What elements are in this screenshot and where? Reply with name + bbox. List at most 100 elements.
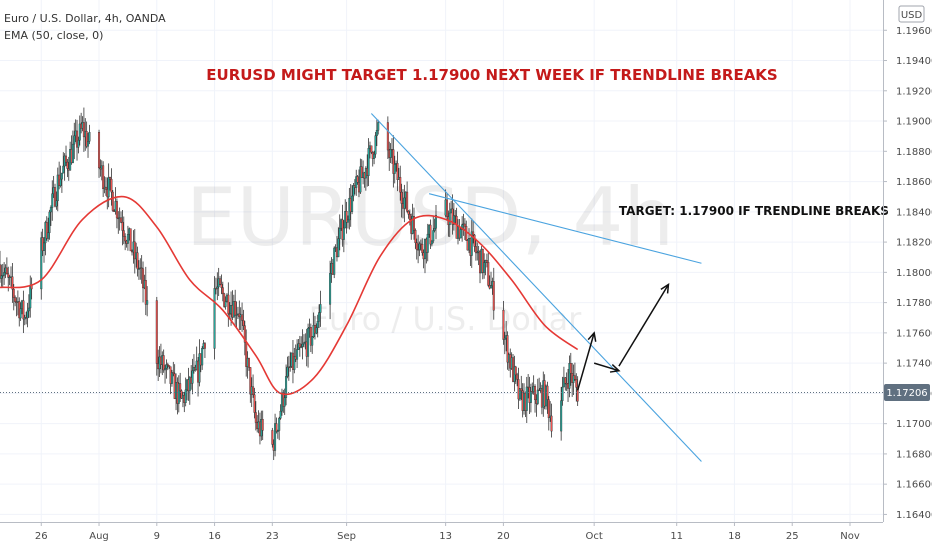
candle — [188, 375, 191, 405]
candle — [51, 180, 54, 221]
price-tick-label: 1.18000 — [896, 268, 932, 279]
time-tick-label: Aug — [89, 531, 109, 542]
candle-body — [506, 335, 509, 363]
candle — [235, 301, 238, 328]
candle — [377, 119, 380, 135]
candle — [45, 216, 48, 241]
candle — [309, 323, 312, 353]
candle-body — [473, 234, 476, 247]
candle — [352, 183, 355, 202]
candle — [430, 240, 433, 247]
candle — [429, 219, 432, 249]
candle-body — [14, 297, 17, 302]
candle — [180, 389, 183, 399]
candle — [346, 215, 349, 229]
candle-body — [392, 149, 395, 174]
candle — [307, 323, 310, 368]
projection-arrows[interactable] — [576, 282, 670, 391]
candle-body — [142, 268, 145, 289]
candle-body — [227, 294, 230, 314]
candle-body — [0, 264, 2, 279]
price-tick-label: 1.17400 — [896, 359, 932, 370]
candle — [115, 198, 118, 229]
candle — [399, 165, 402, 201]
candle — [122, 216, 125, 245]
candle-body — [300, 346, 303, 348]
candle — [162, 349, 165, 373]
candle-body — [0, 275, 3, 279]
candle-body — [166, 364, 169, 366]
candle — [492, 267, 495, 320]
candle-body — [386, 122, 389, 151]
candle — [109, 176, 112, 191]
candle-body — [487, 262, 490, 286]
candle — [518, 388, 521, 402]
candle — [243, 320, 246, 356]
candle — [144, 266, 147, 316]
arrow-shaft — [593, 362, 620, 372]
time-axis[interactable]: 26 Aug 9 16 23 Sep 13 20 Oct 11 18 25 Nov — [35, 522, 860, 542]
candle-body — [351, 195, 354, 212]
candle-body — [66, 161, 69, 169]
candle — [71, 130, 74, 164]
candle — [525, 376, 528, 424]
projection-arrow[interactable] — [593, 362, 621, 373]
candle-body — [71, 143, 74, 163]
candle — [76, 119, 79, 161]
candle — [155, 296, 158, 376]
candle-body — [221, 287, 224, 295]
candle-body — [40, 237, 43, 290]
candle — [490, 271, 493, 289]
candle-body — [85, 131, 88, 147]
projection-arrow[interactable] — [618, 282, 670, 367]
candle — [448, 202, 451, 238]
candle-body — [389, 149, 392, 158]
candle-body — [107, 176, 110, 198]
candle — [472, 220, 475, 244]
currency-button[interactable]: USD — [898, 5, 925, 23]
candle-body — [213, 288, 216, 349]
candle — [165, 359, 168, 379]
candle — [474, 238, 477, 261]
candle — [502, 300, 505, 345]
candle-body — [375, 130, 378, 136]
currency-button-box[interactable] — [898, 5, 925, 23]
projection-arrow[interactable] — [576, 331, 597, 391]
candle-body — [474, 246, 477, 254]
candle-body — [465, 226, 468, 241]
candle-body — [77, 140, 80, 148]
candle — [12, 284, 15, 311]
candle-body — [516, 374, 519, 380]
candle — [87, 132, 90, 158]
price-tick-label: 1.17000 — [896, 419, 932, 430]
candle — [27, 294, 30, 318]
trendlines[interactable] — [370, 113, 702, 462]
descending-trendline[interactable] — [370, 113, 702, 462]
upper-trendline[interactable] — [428, 193, 702, 264]
candle-body — [59, 178, 62, 186]
candle-body — [560, 400, 563, 432]
candle-body — [446, 199, 449, 217]
time-tick-label: 13 — [439, 531, 452, 542]
candle-body — [421, 243, 424, 253]
candle-body — [576, 387, 579, 402]
candle-body — [62, 165, 65, 174]
candle — [223, 292, 226, 308]
candle-body — [165, 364, 168, 369]
candle-body — [307, 328, 310, 357]
candle-body — [481, 248, 484, 273]
candle — [19, 302, 22, 321]
candle-body — [433, 228, 436, 231]
candle — [66, 158, 69, 178]
candle — [506, 331, 509, 370]
candle-body — [253, 394, 256, 413]
candle — [179, 372, 182, 402]
candle — [278, 416, 281, 441]
candle-body — [1, 275, 4, 277]
currency-button-label[interactable]: USD — [901, 10, 923, 21]
candle-body — [414, 229, 417, 243]
candle — [485, 253, 488, 268]
price-tick-label: 1.16400 — [896, 510, 932, 521]
ema-50-line — [0, 195, 579, 396]
